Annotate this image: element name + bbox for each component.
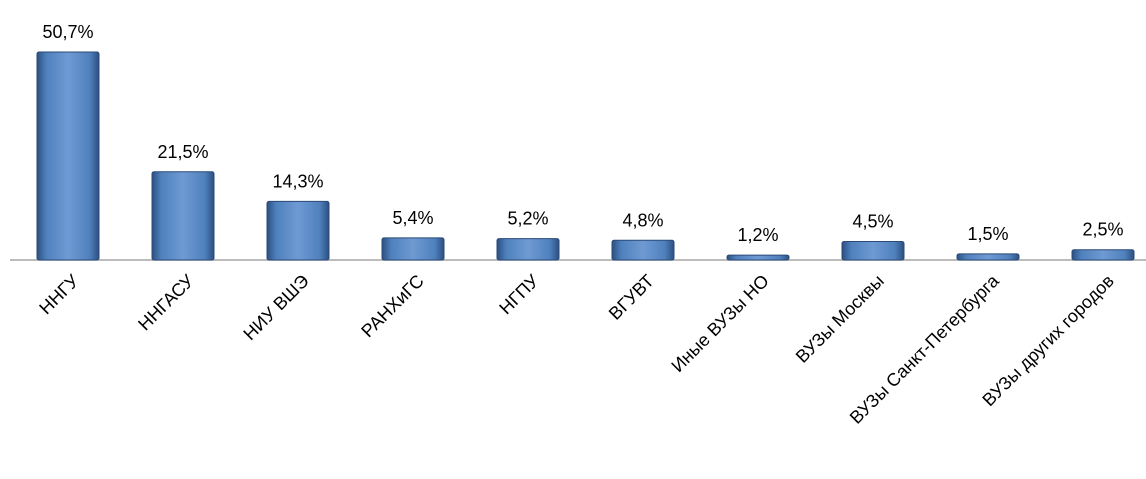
x-tick-label: ННГУ — [35, 270, 83, 318]
x-tick-label: Иные ВУЗы НО — [667, 271, 772, 376]
bar — [956, 253, 1020, 261]
x-tick-label: ННГАСУ — [134, 270, 198, 334]
value-label: 21,5% — [157, 142, 208, 162]
value-label: 5,4% — [392, 208, 433, 228]
bar — [611, 239, 675, 261]
value-label: 4,8% — [622, 210, 663, 230]
value-label: 50,7% — [42, 22, 93, 42]
x-tick-label: ВУЗы Москвы — [792, 271, 888, 367]
value-label: 1,5% — [967, 224, 1008, 244]
value-label: 2,5% — [1082, 220, 1123, 240]
bar — [151, 171, 215, 261]
x-tick-label: НГПУ — [495, 270, 543, 318]
bar — [841, 241, 905, 261]
x-tick-label: ВУЗы других городов — [978, 271, 1117, 410]
bar — [266, 200, 330, 261]
value-label: 5,2% — [507, 209, 548, 229]
x-tick-label: НИУ ВШЭ — [239, 271, 312, 344]
bar — [381, 237, 445, 261]
value-label: 1,2% — [737, 225, 778, 245]
x-tick-label: РАНХиГС — [357, 271, 428, 342]
bar — [1071, 249, 1135, 261]
value-label: 4,5% — [852, 212, 893, 232]
x-tick-label: ВГУВТ — [605, 271, 658, 324]
value-label: 14,3% — [272, 171, 323, 191]
bar — [36, 51, 100, 261]
bar — [496, 238, 560, 261]
bar — [726, 254, 790, 261]
